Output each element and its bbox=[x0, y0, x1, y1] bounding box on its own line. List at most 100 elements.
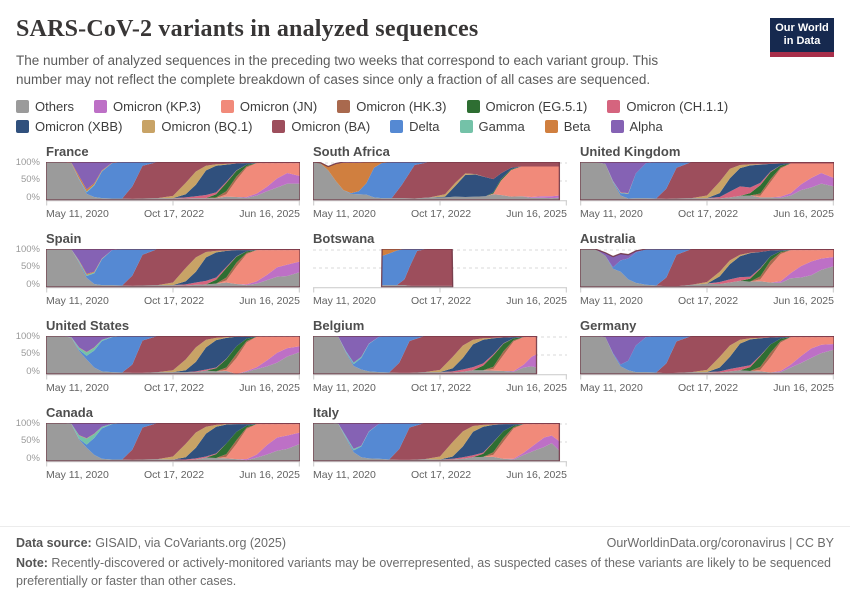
country-title: France bbox=[46, 144, 89, 160]
stacked-area-plot[interactable] bbox=[313, 162, 567, 208]
stacked-area-plot[interactable] bbox=[46, 336, 300, 382]
owid-link[interactable]: OurWorldinData.org/coronavirus | CC BY bbox=[606, 536, 834, 550]
stacked-area-plot[interactable] bbox=[313, 423, 567, 469]
x-tick-label: Oct 17, 2022 bbox=[144, 295, 205, 308]
x-tick-label: Oct 17, 2022 bbox=[144, 469, 205, 482]
legend-item-hk3[interactable]: Omicron (HK.3) bbox=[337, 99, 447, 115]
country-title: Germany bbox=[580, 318, 637, 334]
y-axis-labels: 100% 50% 0% bbox=[16, 245, 46, 295]
stacked-area-plot[interactable] bbox=[580, 336, 834, 382]
legend-swatch-eg51 bbox=[466, 100, 480, 114]
legend-swatch-jn bbox=[220, 100, 234, 114]
y-tick-label: 100% bbox=[15, 418, 40, 430]
chart-south-africa: South Africa May 11, 2020 Oct 17, 2022 Jun … bbox=[313, 144, 567, 220]
legend-swatch-ch11 bbox=[607, 100, 621, 114]
x-tick-label: May 11, 2020 bbox=[46, 382, 109, 395]
legend-item-beta[interactable]: Beta bbox=[544, 119, 591, 134]
legend-item-others[interactable]: Others bbox=[16, 99, 74, 114]
plot-row bbox=[313, 162, 567, 208]
y-axis-labels: 100% 50% 0% bbox=[16, 158, 46, 208]
x-tick-label: Oct 17, 2022 bbox=[411, 382, 472, 395]
legend-label: Omicron (JN) bbox=[239, 99, 318, 115]
owid-logo[interactable]: Our World in Data bbox=[770, 18, 834, 57]
legend-item-ch11[interactable]: Omicron (CH.1.1) bbox=[607, 99, 728, 114]
chart-united-states: United States 100% 50% 0% May 11, 2020 Oct 17… bbox=[16, 318, 300, 394]
legend-item-eg51[interactable]: Omicron (EG.5.1) bbox=[466, 99, 587, 114]
plot-row: 100% 50% 0% bbox=[16, 245, 300, 295]
stacked-area-svg bbox=[46, 423, 300, 469]
owid-logo-line2: in Data bbox=[783, 35, 821, 47]
charts-grid: France 100% 50% 0% May 11, 2020 Oct 17, 2022 J… bbox=[16, 144, 834, 492]
chart-australia: Australia May 11, 2020 Oct 17, 2022 Jun 16,… bbox=[580, 231, 834, 307]
y-tick-label: 50% bbox=[20, 348, 40, 360]
x-tick-label: Jun 16, 2025 bbox=[239, 295, 300, 308]
stacked-area-svg bbox=[580, 336, 834, 382]
x-tick-label: Jun 16, 2025 bbox=[773, 208, 834, 221]
legend-item-gamma[interactable]: Gamma bbox=[459, 119, 525, 135]
x-tick-label: Jun 16, 2025 bbox=[506, 469, 567, 482]
stacked-area-svg bbox=[313, 423, 567, 469]
data-source: Data source: GISAID, via CoVariants.org … bbox=[16, 536, 286, 550]
country-title: Belgium bbox=[313, 318, 365, 334]
legend-swatch-beta bbox=[544, 120, 558, 134]
plot-row: 100% 50% 0% bbox=[16, 419, 300, 469]
x-tick-label: Jun 16, 2025 bbox=[239, 382, 300, 395]
chart-belgium: Belgium May 11, 2020 Oct 17, 2022 Jun 16, 2… bbox=[313, 318, 567, 394]
plot-row: 100% 50% 0% bbox=[16, 158, 300, 208]
legend-swatch-ba bbox=[272, 120, 286, 134]
x-tick-label: Jun 16, 2025 bbox=[506, 382, 567, 395]
stacked-area-plot[interactable] bbox=[580, 162, 834, 208]
x-tick-label: Oct 17, 2022 bbox=[411, 469, 472, 482]
legend-label: Omicron (BA) bbox=[291, 119, 371, 135]
legend-label: Omicron (BQ.1) bbox=[161, 119, 253, 135]
stacked-area-plot[interactable] bbox=[46, 423, 300, 469]
country-title: Australia bbox=[580, 231, 636, 247]
legend-item-jn[interactable]: Omicron (JN) bbox=[220, 99, 318, 115]
x-axis-labels: May 11, 2020 Oct 17, 2022 Jun 16, 2025 bbox=[46, 382, 300, 394]
x-tick-label: Jun 16, 2025 bbox=[773, 382, 834, 395]
legend-label: Omicron (HK.3) bbox=[356, 99, 447, 115]
chart-italy: Italy May 11, 2020 Oct 17, 2022 Jun 16, 202… bbox=[313, 405, 567, 481]
chart-subtitle: The number of analyzed sequences in the … bbox=[16, 53, 659, 88]
note-label: Note: bbox=[16, 556, 48, 570]
chart-germany: Germany May 11, 2020 Oct 17, 2022 Jun 16, 2… bbox=[580, 318, 834, 394]
legend-label: Omicron (CH.1.1) bbox=[626, 99, 729, 115]
x-tick-label: Oct 17, 2022 bbox=[411, 208, 472, 221]
plot-row bbox=[580, 249, 834, 295]
y-axis-labels: 100% 50% 0% bbox=[16, 332, 46, 382]
legend-item-ba[interactable]: Omicron (BA) bbox=[272, 119, 370, 134]
x-tick-label: May 11, 2020 bbox=[46, 208, 109, 221]
country-title: United States bbox=[46, 318, 130, 334]
x-tick-label: Oct 17, 2022 bbox=[144, 382, 205, 395]
stacked-area-plot[interactable] bbox=[46, 249, 300, 295]
stacked-area-svg bbox=[580, 162, 834, 208]
stacked-area-plot[interactable] bbox=[313, 336, 567, 382]
legend-item-alpha[interactable]: Alpha bbox=[610, 119, 663, 134]
legend-swatch-hk3 bbox=[337, 100, 351, 114]
legend-label: Gamma bbox=[478, 119, 525, 135]
x-tick-label: Oct 17, 2022 bbox=[144, 208, 205, 221]
data-source-label: Data source: bbox=[16, 536, 92, 550]
legend-swatch-bq1 bbox=[142, 120, 156, 134]
legend-item-kp3[interactable]: Omicron (KP.3) bbox=[94, 99, 201, 114]
legend-item-delta[interactable]: Delta bbox=[390, 119, 440, 135]
legend-label: Delta bbox=[409, 119, 440, 135]
y-tick-label: 100% bbox=[15, 157, 40, 169]
legend-item-bq1[interactable]: Omicron (BQ.1) bbox=[142, 119, 252, 134]
stacked-area-svg bbox=[313, 249, 567, 295]
legend-label: Omicron (KP.3) bbox=[113, 99, 201, 115]
country-title: Canada bbox=[46, 405, 93, 421]
stacked-area-svg bbox=[313, 336, 567, 382]
x-axis-labels: May 11, 2020 Oct 17, 2022 Jun 16, 2025 bbox=[580, 382, 834, 394]
x-axis-labels: May 11, 2020 Oct 17, 2022 Jun 16, 2025 bbox=[313, 382, 567, 394]
legend-item-xbb[interactable]: Omicron (XBB) bbox=[16, 119, 122, 134]
stacked-area-plot[interactable] bbox=[313, 249, 567, 295]
x-tick-label: May 11, 2020 bbox=[46, 295, 109, 308]
note-value: Recently-discovered or actively-monitore… bbox=[16, 556, 831, 588]
x-tick-label: Oct 17, 2022 bbox=[678, 295, 739, 308]
y-tick-label: 50% bbox=[20, 435, 40, 447]
chart-france: France 100% 50% 0% May 11, 2020 Oct 17, 2022 J… bbox=[16, 144, 300, 220]
stacked-area-plot[interactable] bbox=[46, 162, 300, 208]
stacked-area-plot[interactable] bbox=[580, 249, 834, 295]
stacked-area-svg bbox=[46, 336, 300, 382]
